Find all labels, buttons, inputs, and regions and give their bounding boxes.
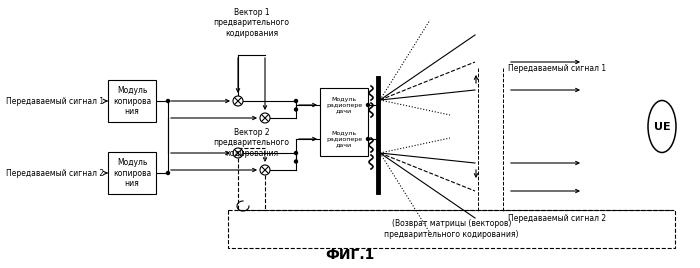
Circle shape bbox=[233, 96, 243, 106]
Bar bbox=[108, 80, 156, 122]
Circle shape bbox=[295, 108, 298, 111]
Text: Модуль
радиопере
дачи: Модуль радиопере дачи bbox=[326, 131, 362, 147]
Circle shape bbox=[295, 151, 298, 154]
Bar bbox=[108, 152, 156, 194]
Circle shape bbox=[233, 148, 243, 158]
Text: Передаваемый сигнал 1: Передаваемый сигнал 1 bbox=[6, 96, 104, 106]
Text: UE: UE bbox=[654, 121, 671, 132]
Circle shape bbox=[167, 172, 169, 174]
Bar bbox=[228, 210, 675, 248]
Circle shape bbox=[167, 99, 169, 102]
Text: Модуль
копирова
ния: Модуль копирова ния bbox=[113, 86, 151, 116]
Text: Передаваемый сигнал 2: Передаваемый сигнал 2 bbox=[6, 169, 104, 177]
Text: Модуль
копирова
ния: Модуль копирова ния bbox=[113, 158, 151, 188]
Circle shape bbox=[260, 165, 270, 175]
Text: Передаваемый сигнал 2: Передаваемый сигнал 2 bbox=[508, 214, 606, 223]
Text: (Возврат матрицы (векторов)
предварительного кодирования): (Возврат матрицы (векторов) предваритель… bbox=[384, 219, 519, 239]
Text: Передаваемый сигнал 1: Передаваемый сигнал 1 bbox=[508, 64, 606, 73]
Text: Вектор 2
предварительного
кодирования: Вектор 2 предварительного кодирования bbox=[214, 128, 290, 158]
Text: Вектор 1
предварительного
кодирования: Вектор 1 предварительного кодирования bbox=[214, 8, 290, 38]
Circle shape bbox=[367, 103, 370, 106]
Bar bbox=[320, 88, 368, 156]
Circle shape bbox=[295, 160, 298, 163]
Circle shape bbox=[295, 99, 298, 102]
Text: ФИГ.1: ФИГ.1 bbox=[326, 248, 374, 262]
Circle shape bbox=[260, 113, 270, 123]
Circle shape bbox=[367, 137, 370, 140]
Ellipse shape bbox=[648, 100, 676, 152]
Text: Модуль
радиопере
дачи: Модуль радиопере дачи bbox=[326, 97, 362, 113]
